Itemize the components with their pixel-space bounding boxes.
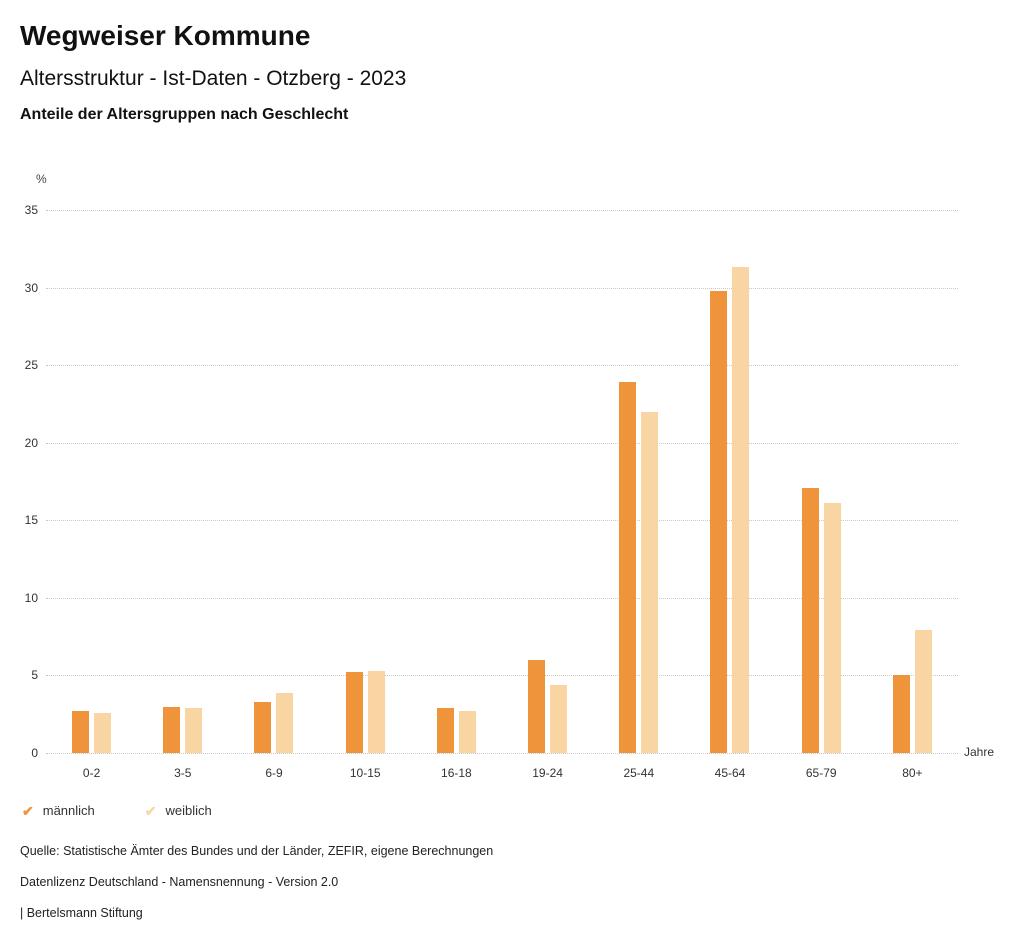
bar-weiblich-19-24[interactable] [550,684,568,753]
license-text: Datenlizenz Deutschland - Namensnennung … [20,875,339,889]
page-title: Wegweiser Kommune [20,20,311,51]
bar-group-19-24 [502,210,593,753]
gridline-10 [46,597,958,599]
x-tick-label-80+: 80+ [902,766,923,780]
y-tick-label-15: 15 [24,513,38,528]
bar-weiblich-45-64[interactable] [732,267,750,753]
bar-maennlich-6-9[interactable] [254,701,272,753]
bar-weiblich-65-79[interactable] [823,503,841,753]
gridline-20 [46,442,958,444]
y-tick-label-35: 35 [24,203,38,217]
bar-weiblich-3-5[interactable] [185,708,203,753]
bar-group-25-44 [593,210,684,753]
bar-weiblich-25-44[interactable] [641,411,659,753]
bar-maennlich-19-24[interactable] [528,659,546,753]
bar-group-65-79 [776,210,867,753]
legend: ✔ männlich ✔ weiblich [22,803,212,818]
gridline-5 [46,675,958,677]
x-tick-label-16-18: 16-18 [441,766,472,780]
x-tick-label-0-2: 0-2 [82,766,101,780]
plot-area: 0 5 10 15 20 25 30 35 [25,203,958,760]
bar-maennlich-10-15[interactable] [345,672,363,753]
attribution-text: | Bertelsmann Stiftung [20,906,143,920]
bar-weiblich-80+[interactable] [914,630,932,753]
bar-maennlich-65-79[interactable] [801,487,819,753]
x-tick-label-25-44: 25-44 [623,766,655,780]
bar-maennlich-45-64[interactable] [710,290,728,753]
bar-maennlich-0-2[interactable] [72,711,90,753]
gridline-0 [46,753,958,754]
bar-maennlich-16-18[interactable] [436,708,454,753]
legend-item-weiblich[interactable]: ✔ weiblich [145,803,212,818]
x-axis: 0-2 3-5 6-9 10-15 16-18 19-24 25-44 45-64 65-79 8… [46,766,958,780]
chart-subtitle: Altersstruktur - Ist-Daten - Otzberg - 2… [20,67,407,90]
bar-maennlich-25-44[interactable] [619,382,637,753]
x-tick-label-45-64: 45-64 [714,766,746,780]
check-icon: ✔ [22,802,34,819]
gridline-30 [46,287,958,289]
y-tick-label-0: 0 [31,746,38,760]
bar-weiblich-10-15[interactable] [367,670,385,753]
y-tick-label-20: 20 [24,435,38,450]
x-tick-label-3-5: 3-5 [174,766,192,780]
bar-weiblich-0-2[interactable] [94,712,112,753]
gridline-15 [46,520,958,522]
y-tick-label-25: 25 [24,358,38,373]
legend-item-maennlich[interactable]: ✔ männlich [22,803,95,818]
bar-group-16-18 [411,210,502,753]
bar-group-10-15 [320,210,411,753]
source-text: Quelle: Statistische Ämter des Bundes un… [20,844,494,858]
bar-groups [46,210,958,753]
gridline-25 [46,365,958,367]
bar-group-0-2 [46,210,137,753]
x-tick-label-6-9: 6-9 [265,766,283,780]
x-tick-label-19-24: 19-24 [532,766,563,780]
bar-maennlich-3-5[interactable] [163,706,181,753]
gridline-35 [46,210,958,211]
x-tick-label-65-79: 65-79 [805,766,837,780]
y-tick-label-30: 30 [24,280,38,295]
check-icon: ✔ [144,802,157,819]
bar-group-3-5 [137,210,228,753]
y-tick-label-5: 5 [31,668,38,683]
bar-maennlich-80+[interactable] [892,675,910,753]
bar-weiblich-6-9[interactable] [276,692,294,753]
bar-group-45-64 [684,210,775,753]
legend-label-weiblich: weiblich [165,803,212,818]
bar-group-80+ [867,210,958,753]
x-axis-unit-label: Jahre [964,745,995,759]
legend-label-maennlich: männlich [42,803,95,818]
y-axis-unit-label: % [36,172,47,186]
bar-group-6-9 [228,210,319,753]
x-tick-label-10-15: 10-15 [349,766,381,780]
bar-weiblich-16-18[interactable] [458,711,476,753]
y-tick-label-10: 10 [24,590,38,605]
chart-heading: Anteile der Altersgruppen nach Geschlech… [20,106,349,123]
